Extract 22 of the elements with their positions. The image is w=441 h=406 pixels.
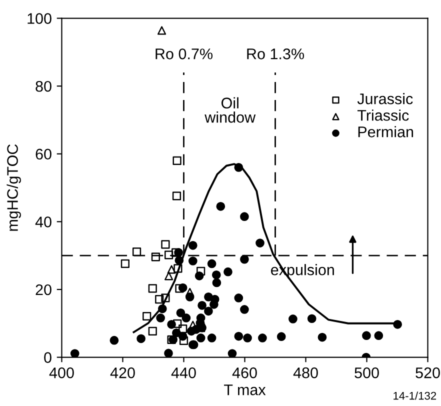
text: 14-1/132 (394, 392, 436, 400)
y-tick-label: 40 (35, 216, 52, 228)
legend-label: Jurassic (357, 93, 413, 104)
x-tick-label: 500 (354, 367, 379, 378)
y-tick-label: 60 (36, 148, 52, 160)
legend-label: Permian (358, 126, 414, 138)
x-tick-label: 440 (171, 367, 196, 378)
y-tick-label: 80 (36, 80, 52, 92)
legend-label: Triassic (357, 110, 409, 121)
annotation: Oil window (204, 97, 256, 123)
x-axis-title: T max (224, 384, 266, 396)
x-tick-label: 400 (49, 367, 74, 378)
x-tick-label: 460 (232, 367, 257, 378)
x-tick-label: 480 (293, 367, 318, 378)
y-tick-label: 0 (44, 352, 52, 363)
y-tick-label: 100 (28, 13, 52, 24)
y-axis-title: mgHC/gTOC (6, 144, 21, 231)
x-tick-label: 520 (416, 367, 440, 378)
ref-line-label: Ro 1.3% (247, 48, 304, 60)
x-tick-label: 420 (110, 367, 135, 378)
ref-line-label: Ro 0.7% (156, 48, 213, 60)
y-tick-label: 20 (36, 284, 52, 296)
